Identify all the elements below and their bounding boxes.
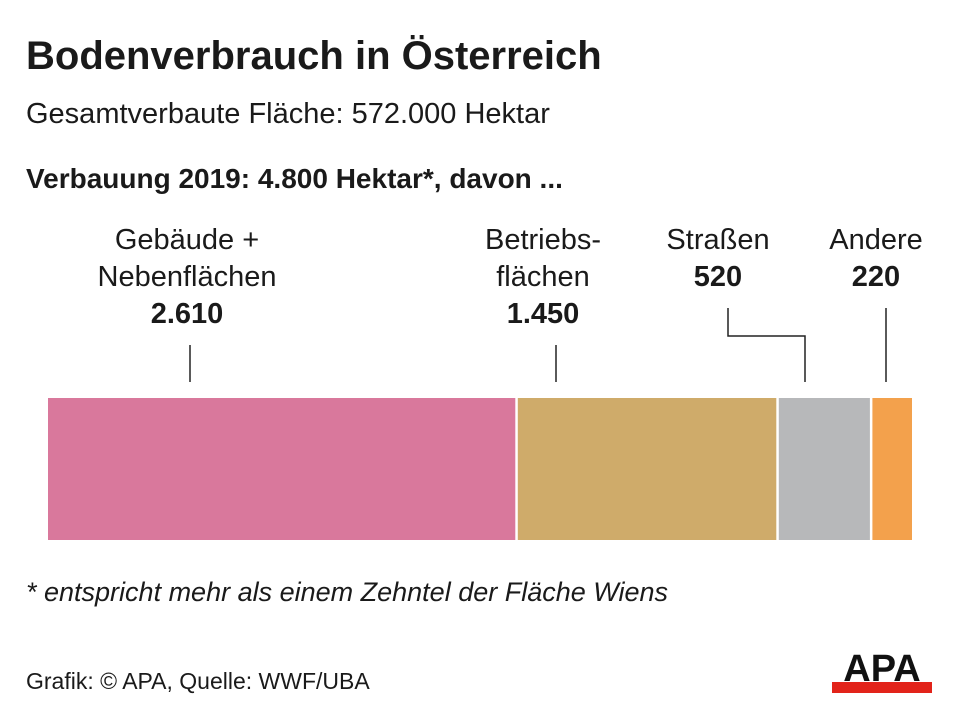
bar-segment-3 [872,398,912,540]
label-strassen: Straßen 520 [666,222,769,296]
logo-bar [832,682,932,693]
chart-subtitle: Gesamtverbaute Fläche: 572.000 Hektar [26,98,550,130]
value-label: 2.610 [150,298,224,330]
label-betriebsflaechen: Betriebs- flächen 1.450 [485,222,601,333]
label-line: Gebäude + [114,224,260,256]
label-andere: Andere 220 [829,222,923,296]
footnote: * entspricht mehr als einem Zehntel der … [26,577,669,607]
bar-segment-1 [517,398,777,540]
value-label: 1.450 [506,298,580,330]
bar-segment-0 [48,398,516,540]
source-credit: Grafik: © APA, Quelle: WWF/UBA [26,668,370,694]
value-label: 520 [693,261,743,293]
label-line: Andere [829,224,923,256]
label-gebaeude: Gebäude + Nebenflächen 2.610 [98,222,277,333]
label-line: Nebenflächen [97,261,277,293]
label-line: Betriebs- [484,224,602,256]
leader-line [727,308,806,382]
label-line: flächen [496,261,590,293]
label-line: Straßen [666,224,770,256]
chart-title: Bodenverbrauch in Österreich [26,34,602,78]
bar-segment-2 [778,398,870,540]
apa-logo: APA [832,648,932,693]
logo-text: APA [843,648,920,690]
chart-headline: Verbauung 2019: 4.800 Hektar*, davon ... [26,163,563,194]
value-label: 220 [851,261,901,293]
